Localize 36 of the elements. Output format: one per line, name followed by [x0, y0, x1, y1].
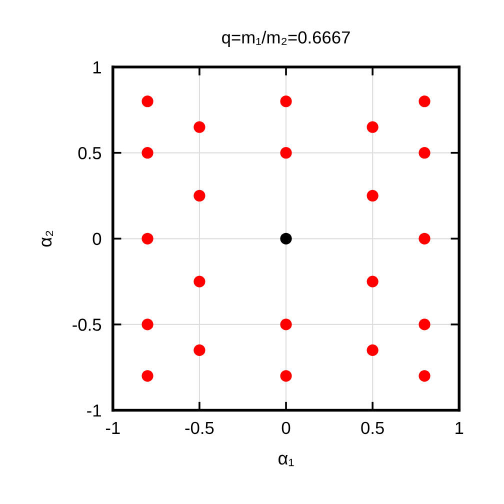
point: [142, 232, 154, 244]
point: [142, 96, 154, 108]
point: [418, 96, 430, 108]
point: [280, 370, 292, 382]
point: [194, 190, 206, 202]
point: [280, 96, 292, 108]
x-tick-label: 0: [282, 422, 290, 434]
y-tick-label: -0.5: [72, 318, 102, 331]
point: [366, 344, 378, 356]
point: [418, 370, 430, 382]
point: [280, 232, 292, 244]
point: [418, 318, 430, 330]
point: [142, 318, 154, 330]
point: [194, 121, 206, 133]
x-axis-title: α₁: [278, 454, 294, 466]
y-tick-label: 1: [93, 61, 101, 74]
y-axis-title: α₂: [42, 230, 53, 247]
point: [280, 318, 292, 330]
point: [418, 147, 430, 159]
point: [280, 147, 292, 159]
point: [142, 147, 154, 159]
y-tick-label: 0.5: [78, 147, 102, 160]
point: [194, 344, 206, 356]
x-tick-label: -1: [106, 422, 120, 434]
point: [194, 276, 206, 288]
y-tick-label: 0: [92, 232, 102, 246]
x-tick-label: 1: [456, 422, 464, 434]
x-tick-label: -0.5: [185, 422, 214, 434]
point: [366, 190, 378, 202]
y-tick-label: -1: [87, 404, 101, 417]
chart-title: q=m₁/m₂=0.6667: [222, 30, 350, 48]
point: [366, 276, 378, 288]
point: [142, 370, 154, 382]
x-tick-label: 0.5: [361, 422, 384, 434]
point: [366, 121, 378, 133]
point: [418, 232, 430, 244]
